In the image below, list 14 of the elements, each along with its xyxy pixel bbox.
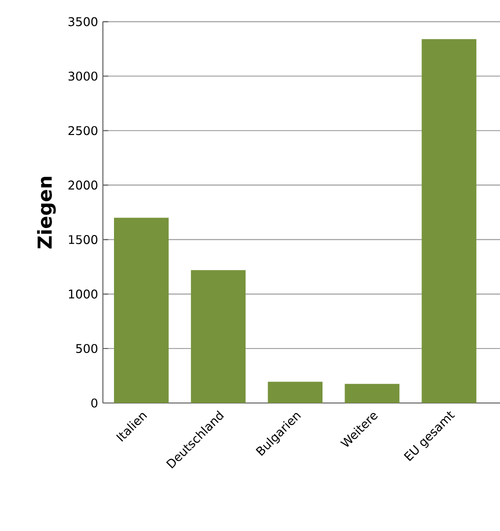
bar bbox=[114, 218, 169, 403]
y-tick-label: 500 bbox=[76, 344, 98, 354]
bar bbox=[190, 270, 246, 403]
y-tick-label: 2000 bbox=[68, 180, 98, 190]
bar bbox=[268, 382, 323, 403]
y-tick-label: 1500 bbox=[68, 235, 98, 244]
bar bbox=[422, 39, 476, 403]
y-tick-label: 0 bbox=[91, 398, 98, 408]
y-axis-title: Ziegen bbox=[37, 176, 56, 248]
y-tick-label: 1000 bbox=[68, 290, 98, 299]
y-tick-label: 3000 bbox=[68, 72, 98, 81]
bar bbox=[344, 384, 400, 403]
y-tick-label: 2500 bbox=[68, 126, 98, 136]
y-tick-label: 3500 bbox=[68, 17, 98, 26]
